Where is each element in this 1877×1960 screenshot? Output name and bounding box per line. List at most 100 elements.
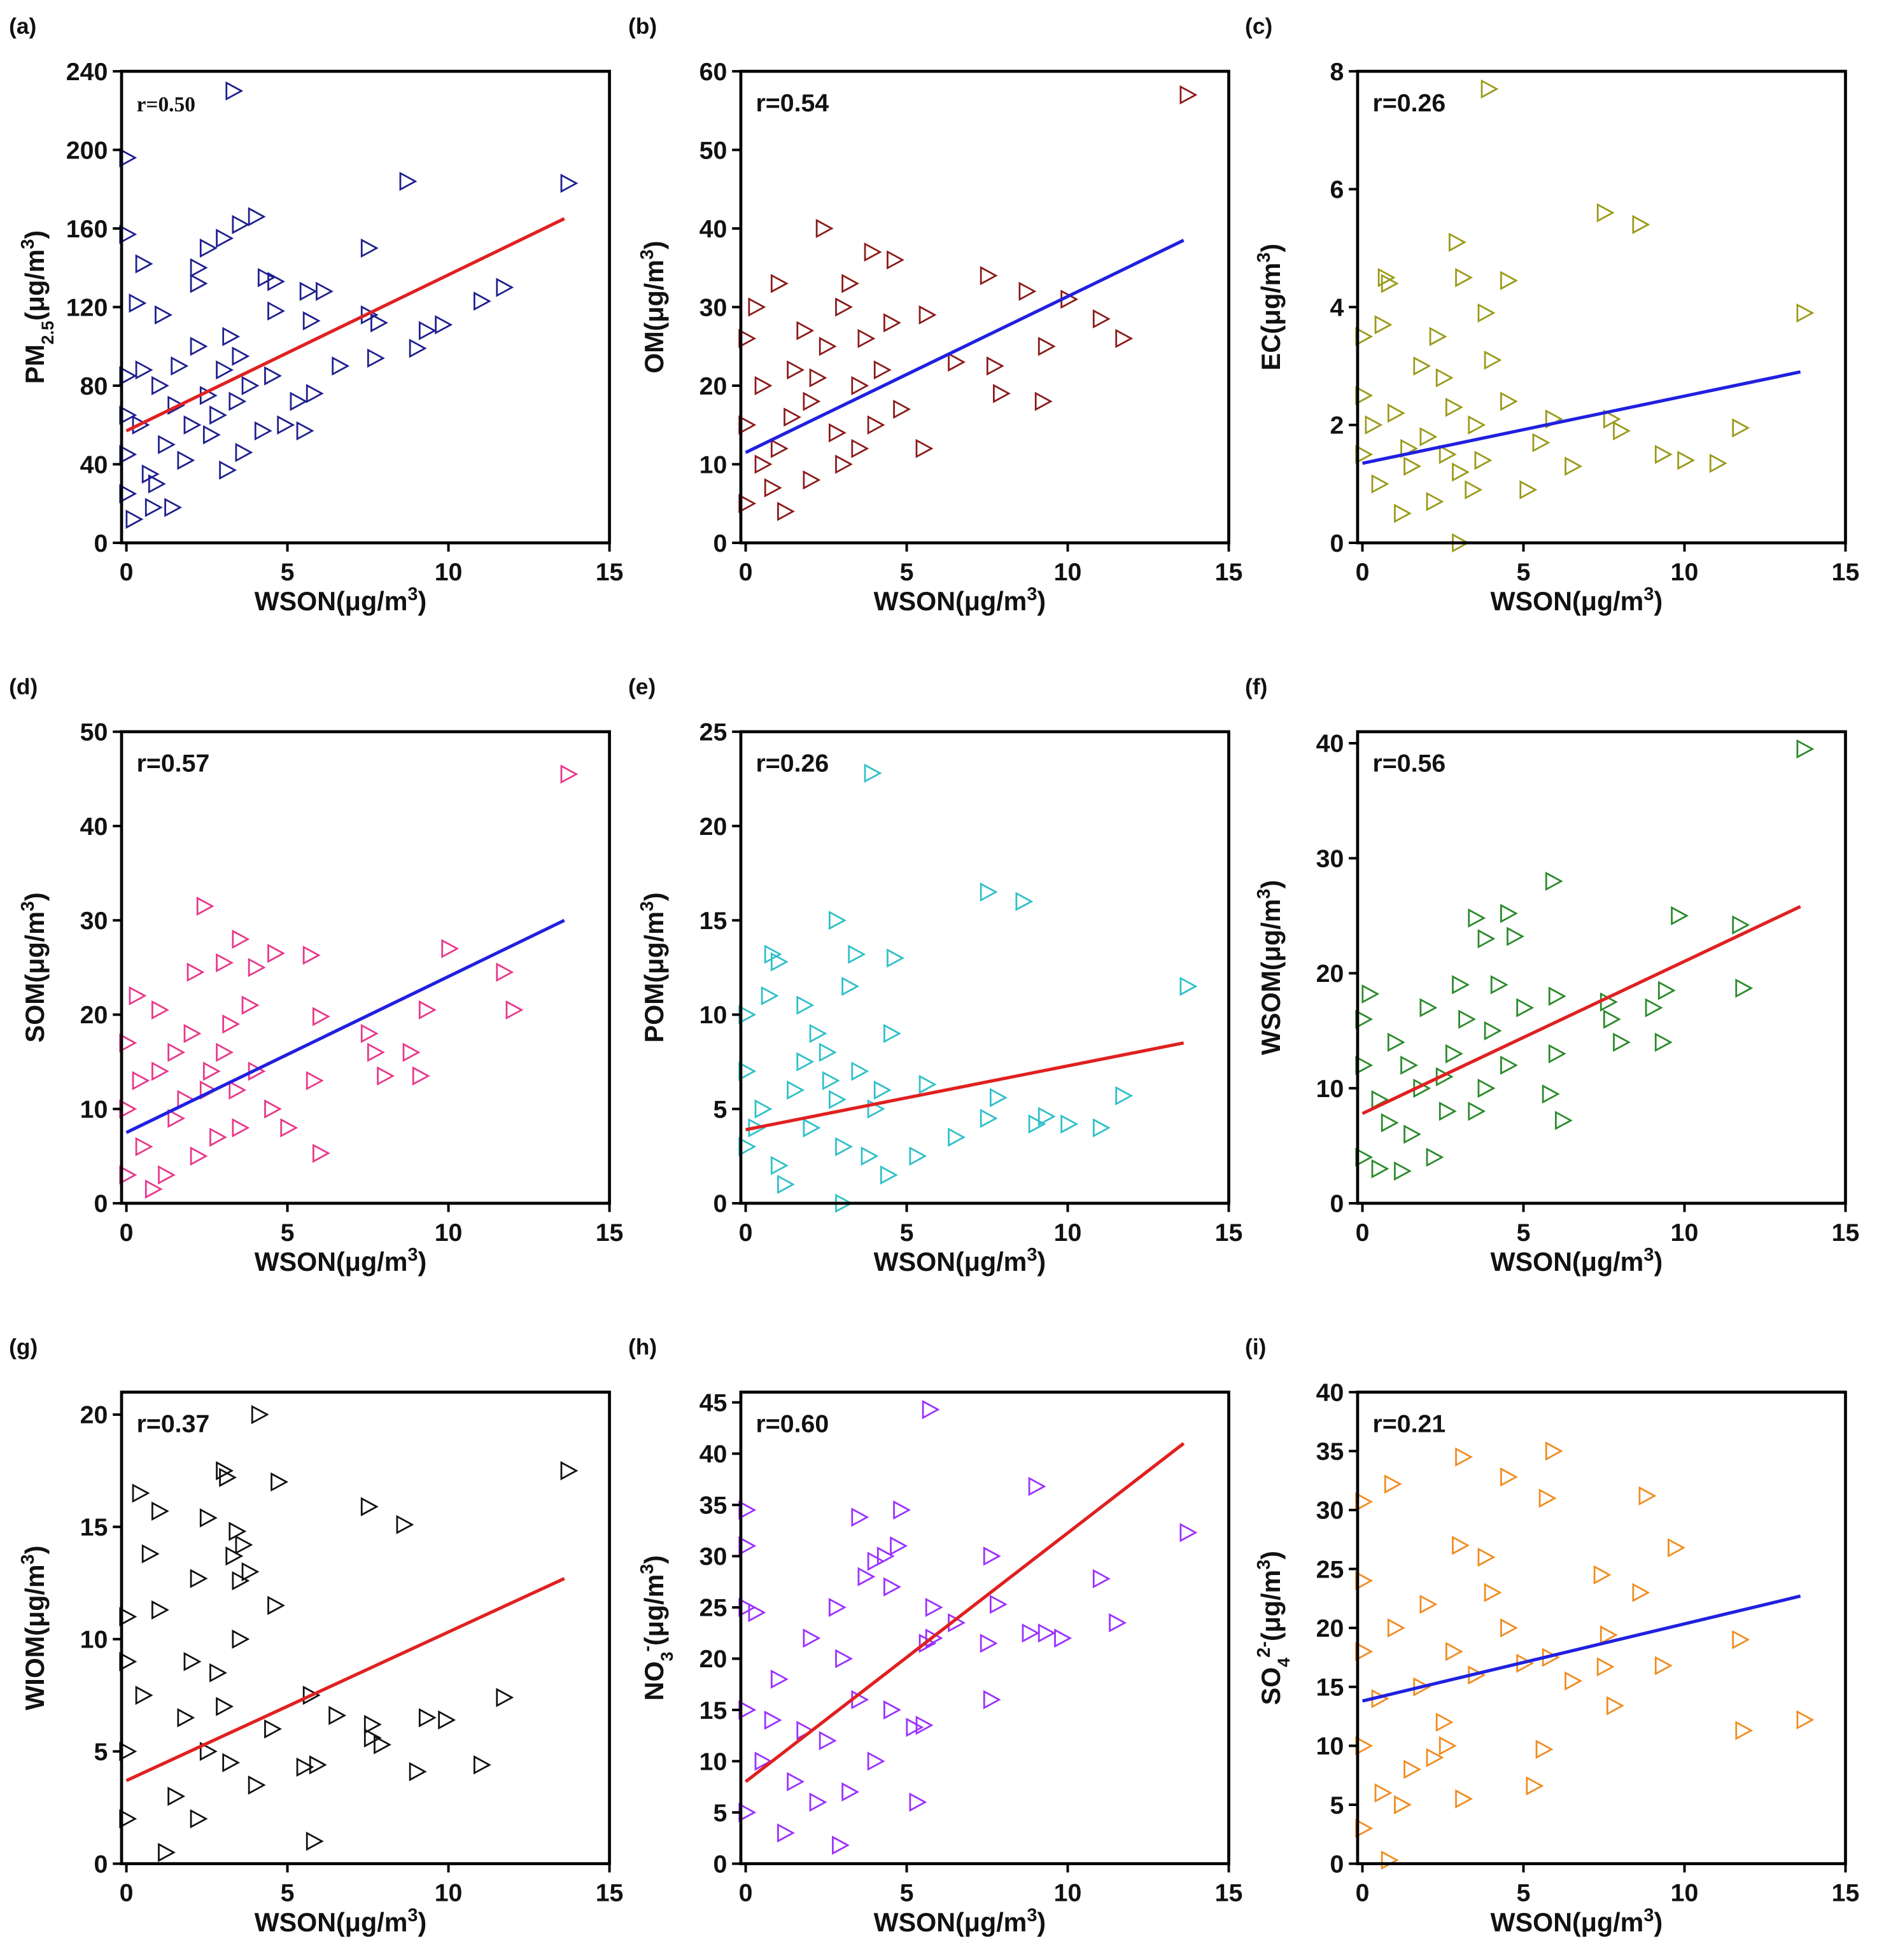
data-point bbox=[129, 986, 147, 1005]
data-point bbox=[1429, 326, 1447, 346]
data-point bbox=[1092, 1118, 1111, 1138]
data-point bbox=[1371, 474, 1389, 494]
data-point bbox=[787, 1080, 805, 1100]
fit-line bbox=[744, 1442, 1185, 1783]
x-tick-label: 10 bbox=[435, 558, 463, 586]
y-tick-label: 45 bbox=[699, 1389, 728, 1417]
y-tick-label: 0 bbox=[713, 1850, 727, 1878]
y-tick-label: 20 bbox=[1316, 960, 1344, 988]
data-point bbox=[1542, 1084, 1560, 1104]
data-point bbox=[409, 1761, 427, 1782]
panel-label: (b) bbox=[628, 14, 657, 39]
data-point bbox=[909, 1792, 927, 1812]
data-point bbox=[1381, 274, 1399, 293]
data-point bbox=[199, 238, 218, 258]
x-tick-label: 5 bbox=[281, 558, 295, 586]
label-part: WSOM(μg/m bbox=[1256, 899, 1286, 1055]
data-point bbox=[803, 1628, 821, 1648]
data-point bbox=[1365, 415, 1383, 435]
data-point bbox=[135, 1685, 153, 1705]
data-point bbox=[1657, 981, 1676, 1000]
data-point bbox=[909, 1146, 927, 1166]
data-point bbox=[1419, 427, 1438, 447]
data-point bbox=[312, 1144, 330, 1163]
y-tick-label: 20 bbox=[699, 813, 728, 841]
data-point bbox=[883, 1700, 901, 1720]
correlation-label: r=0.26 bbox=[756, 750, 829, 778]
data-point bbox=[851, 1061, 869, 1081]
data-point bbox=[299, 281, 318, 301]
data-point bbox=[1115, 1086, 1134, 1105]
data-point bbox=[151, 1000, 169, 1020]
data-point bbox=[1596, 1657, 1615, 1677]
data-point bbox=[890, 1536, 908, 1556]
data-point bbox=[803, 470, 821, 490]
panel-a: (a)0 5 10 1504080120160200240WSON(μg/m3)PM2… bbox=[9, 14, 623, 616]
label-part: 4 bbox=[1274, 1658, 1293, 1667]
y-axis-label: WIOM(μg/m3) bbox=[18, 1546, 50, 1711]
data-point bbox=[190, 337, 208, 356]
data-point bbox=[196, 896, 214, 916]
y-tick-label: 0 bbox=[1330, 1850, 1344, 1878]
y-tick-label: 50 bbox=[80, 718, 108, 746]
data-point bbox=[1796, 739, 1815, 759]
data-point bbox=[980, 882, 998, 902]
data-point bbox=[1532, 433, 1550, 452]
correlation-label: r=0.56 bbox=[1373, 750, 1446, 778]
data-point bbox=[216, 1697, 234, 1716]
data-point bbox=[232, 1629, 250, 1649]
data-point bbox=[418, 1000, 437, 1020]
correlation-label: r=0.60 bbox=[756, 1410, 829, 1438]
data-point bbox=[219, 460, 237, 480]
data-point bbox=[441, 939, 460, 958]
data-point bbox=[132, 415, 150, 435]
data-point bbox=[841, 1782, 860, 1802]
data-point bbox=[302, 945, 321, 965]
data-point bbox=[328, 1705, 347, 1725]
data-point bbox=[1732, 1630, 1750, 1649]
label-part: ) bbox=[1654, 587, 1663, 616]
data-point bbox=[412, 1066, 430, 1086]
data-point bbox=[225, 81, 244, 101]
data-point bbox=[1548, 1044, 1566, 1063]
data-point bbox=[438, 1710, 456, 1730]
data-point bbox=[1394, 1795, 1412, 1815]
data-point bbox=[158, 1165, 176, 1185]
y-tick-label: 5 bbox=[94, 1738, 108, 1766]
data-point bbox=[316, 281, 334, 301]
y-axis-label: SOM(μg/m3) bbox=[18, 892, 50, 1042]
data-point bbox=[1377, 268, 1396, 288]
label-part: WSON(μg/m bbox=[255, 587, 408, 616]
correlation-label: r=0.26 bbox=[1373, 89, 1446, 117]
label-part: 3 bbox=[18, 239, 38, 249]
data-point bbox=[1452, 975, 1470, 995]
plot-frame bbox=[120, 69, 611, 545]
x-tick-label: 5 bbox=[1517, 1219, 1531, 1247]
label-part: 3 bbox=[1027, 1245, 1037, 1265]
fit-line bbox=[125, 1577, 565, 1782]
data-point bbox=[171, 356, 189, 376]
data-point bbox=[199, 1508, 218, 1528]
data-point bbox=[1500, 1618, 1518, 1638]
data-point bbox=[770, 1669, 789, 1689]
data-point bbox=[1054, 1628, 1072, 1648]
y-tick-label: 35 bbox=[1316, 1438, 1344, 1466]
data-point bbox=[754, 454, 773, 474]
data-point bbox=[1445, 1044, 1463, 1063]
data-point bbox=[216, 228, 234, 248]
x-tick-label: 0 bbox=[739, 1879, 753, 1907]
data-point bbox=[1387, 403, 1405, 423]
data-point bbox=[925, 1597, 943, 1618]
data-point bbox=[777, 501, 795, 521]
x-tick-label: 0 bbox=[1356, 558, 1370, 586]
y-tick-label: 10 bbox=[699, 1001, 728, 1029]
data-point bbox=[989, 1088, 1008, 1107]
data-point bbox=[835, 1649, 853, 1669]
data-point bbox=[132, 1483, 150, 1503]
label-part: 3 bbox=[1254, 889, 1274, 899]
y-tick-label: 30 bbox=[1316, 1497, 1344, 1525]
data-point bbox=[829, 911, 847, 930]
data-point bbox=[1632, 214, 1650, 234]
label-part: 3 bbox=[1254, 253, 1274, 263]
data-point bbox=[312, 1007, 330, 1026]
